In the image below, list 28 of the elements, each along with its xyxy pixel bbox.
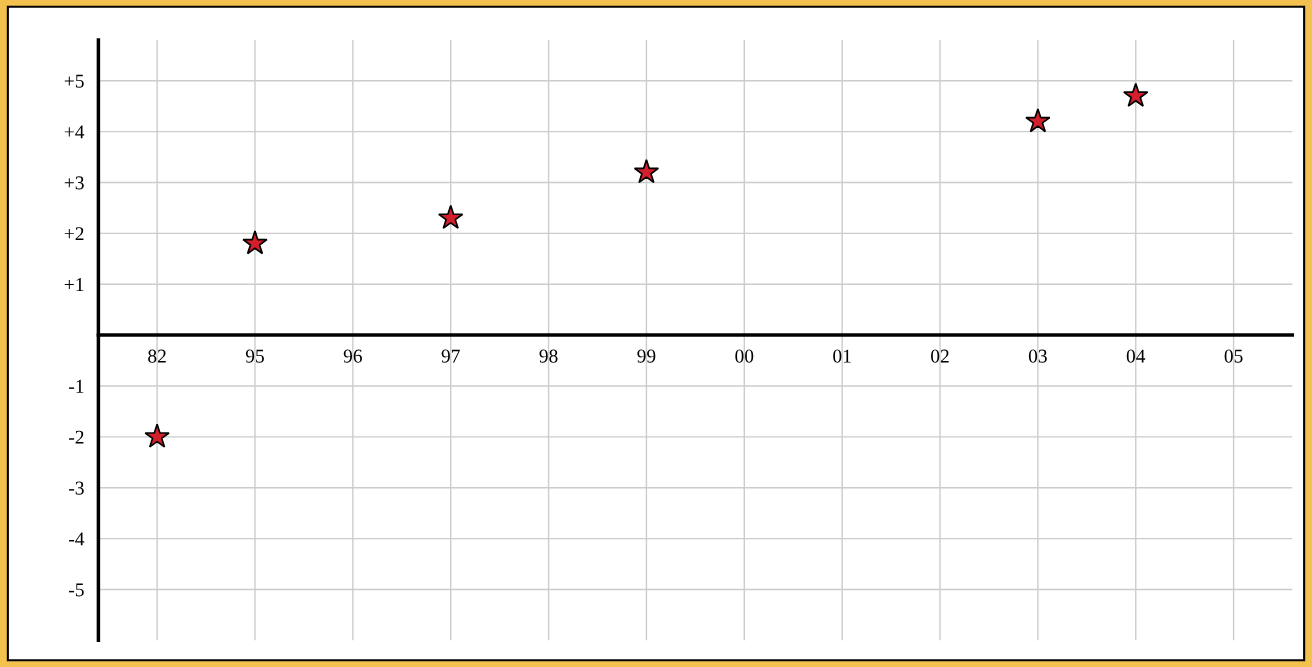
y-tick-label: -3 <box>69 481 84 495</box>
x-tick-label: 98 <box>539 349 558 363</box>
point <box>633 158 660 184</box>
y-tick-label: -4 <box>69 532 85 546</box>
x-tick-label: 82 <box>148 349 166 363</box>
x-tick-label: 01 <box>833 349 851 363</box>
x-tick-label: 99 <box>637 349 656 363</box>
x-tick-label: 02 <box>931 349 949 363</box>
x-tick-label: 03 <box>1028 349 1047 363</box>
y-tick-label: -5 <box>69 583 84 597</box>
x-tick-label: 00 <box>735 349 754 363</box>
point <box>144 423 170 448</box>
x-tick-label: 97 <box>441 349 460 363</box>
point <box>242 230 268 255</box>
x-tick-label: 96 <box>343 349 362 363</box>
y-tick-label: -1 <box>69 379 84 393</box>
y-tick-label: +5 <box>64 74 84 88</box>
y-tick-label: +2 <box>64 227 84 241</box>
point <box>1025 108 1051 133</box>
y-tick-label: +3 <box>64 176 84 190</box>
point <box>437 204 464 230</box>
point <box>1123 82 1149 107</box>
y-tick-label: -2 <box>69 430 84 444</box>
x-tick-label: 04 <box>1126 349 1146 363</box>
y-tick-label: +1 <box>64 278 84 291</box>
y-tick-label: +4 <box>64 125 85 139</box>
x-tick-label: 05 <box>1224 349 1243 363</box>
x-tick-label: 95 <box>245 349 264 363</box>
